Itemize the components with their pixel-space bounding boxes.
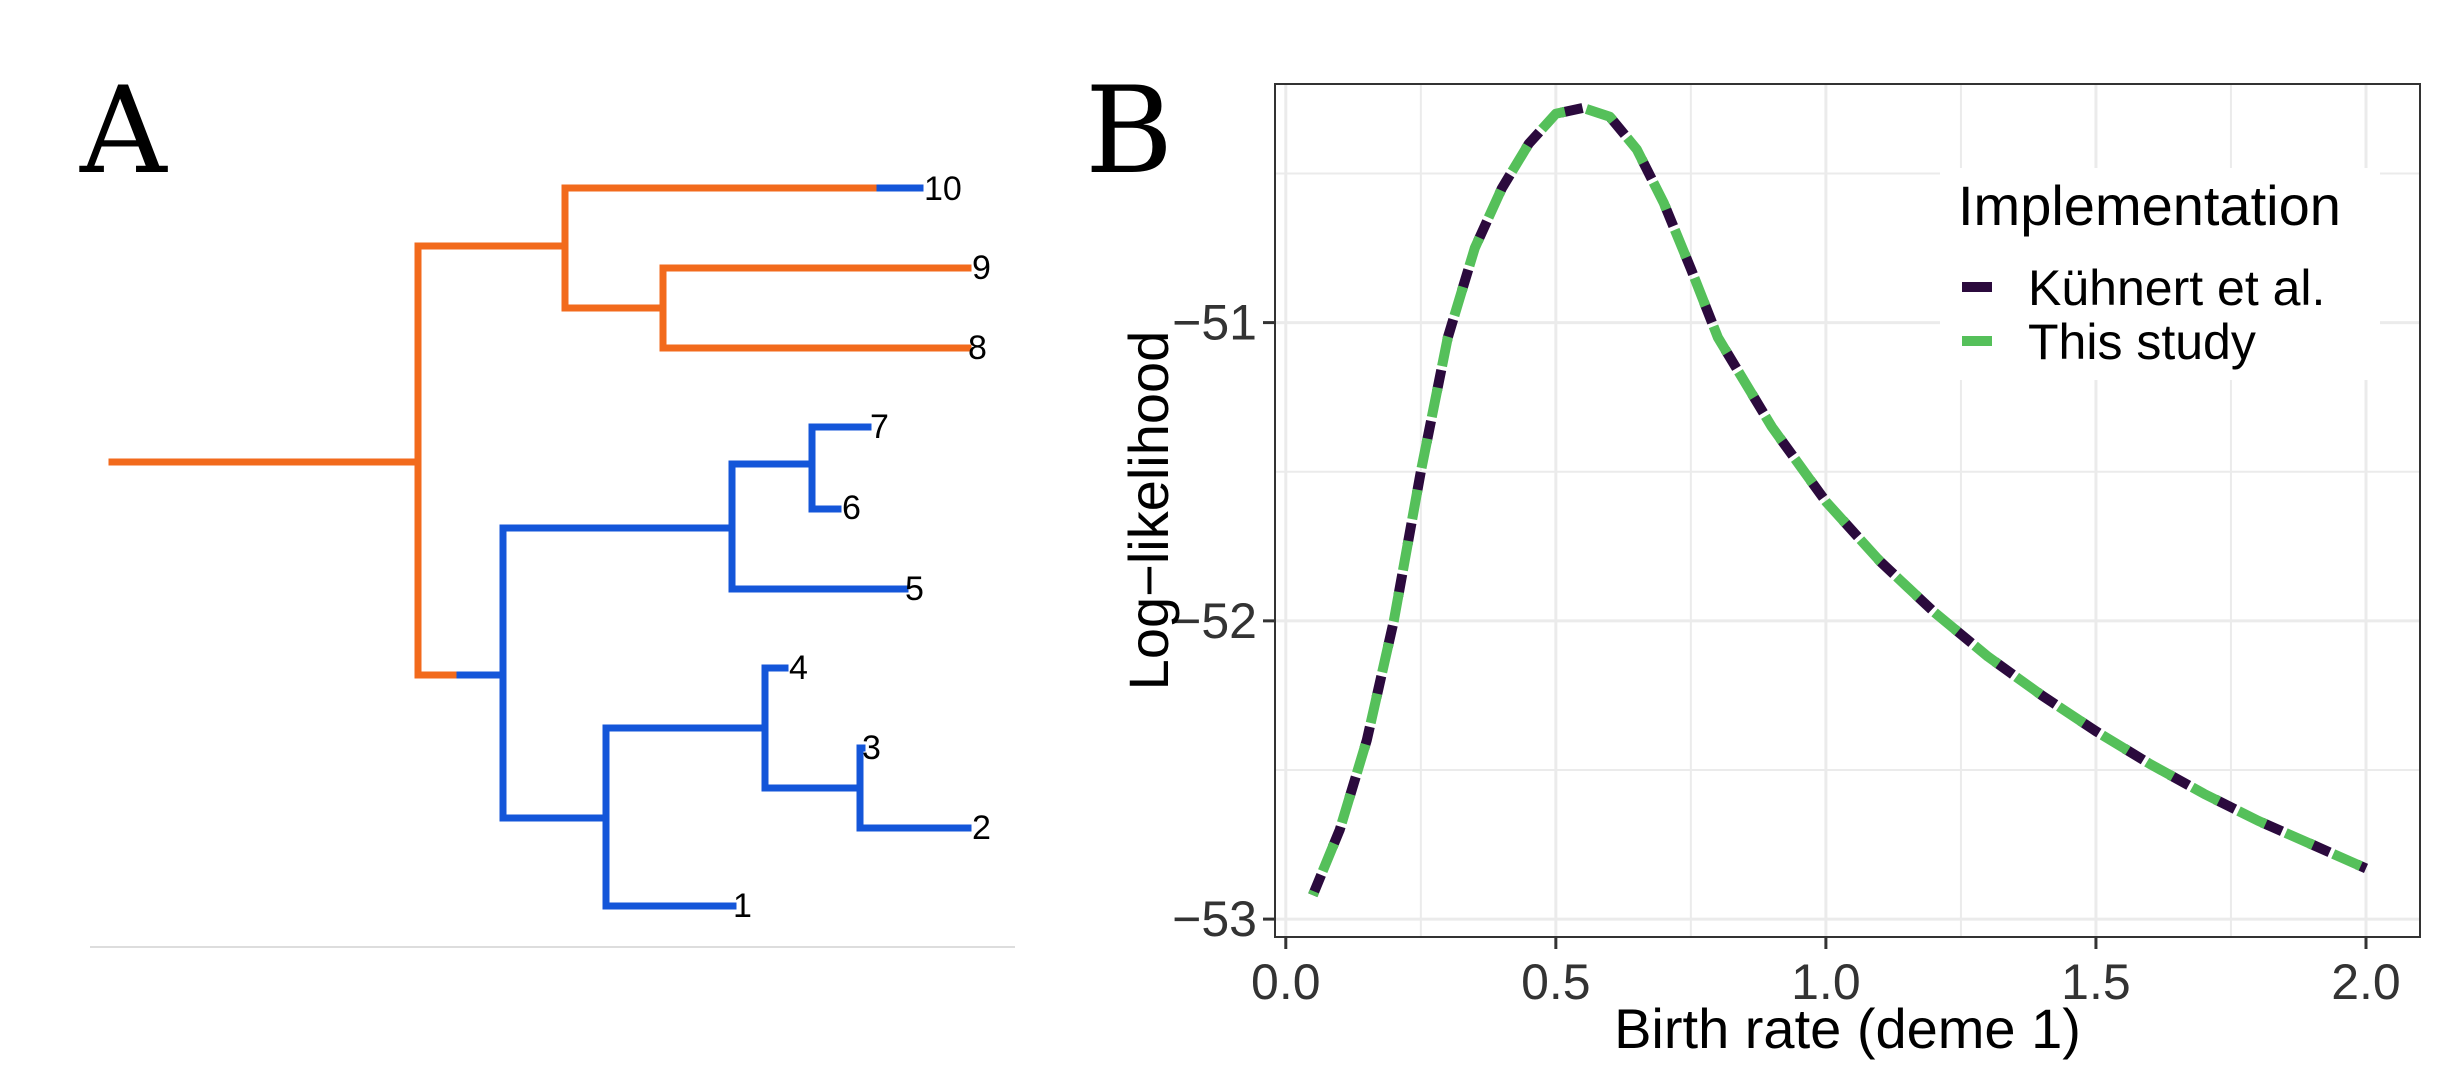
x-tick-label: 0.5 bbox=[1521, 954, 1591, 1010]
tip-label-2: 2 bbox=[972, 809, 991, 847]
x-axis-title: Birth rate (deme 1) bbox=[1614, 997, 2081, 1060]
panel-b-chart: B 0.0 0.5 1.0 1.5 2.0 −53 −52 −51 Birth rate (… bbox=[1085, 62, 2421, 1060]
y-tick-label: −52 bbox=[1172, 593, 1257, 649]
tip-label-4: 4 bbox=[789, 649, 808, 687]
y-axis-ticks: −53 −52 −51 bbox=[1172, 295, 1275, 947]
x-tick-label: 2.0 bbox=[2331, 954, 2401, 1010]
y-tick-label: −51 bbox=[1172, 295, 1257, 351]
legend: Implementation Kühnert et al. This study bbox=[1940, 168, 2380, 380]
x-tick-label: 1.5 bbox=[2061, 954, 2131, 1010]
y-tick-label: −53 bbox=[1172, 891, 1257, 947]
legend-label-this-study: This study bbox=[2028, 314, 2256, 370]
legend-label-kuhnert: Kühnert et al. bbox=[2028, 260, 2325, 316]
panel-b-letter: B bbox=[1085, 62, 1173, 201]
orange-branches bbox=[108, 184, 972, 679]
series-lines bbox=[1308, 102, 2369, 898]
tip-label-8: 8 bbox=[968, 329, 987, 367]
tip-label-10: 10 bbox=[924, 170, 962, 208]
plot-border bbox=[1274, 83, 2421, 938]
tip-label-7: 7 bbox=[870, 408, 889, 446]
x-tick-label: 0.0 bbox=[1251, 954, 1321, 1010]
tip-label-3: 3 bbox=[862, 729, 881, 767]
panel-a-tree: A bbox=[79, 62, 1015, 948]
legend-title: Implementation bbox=[1958, 174, 2341, 237]
tip-label-1: 1 bbox=[733, 887, 752, 925]
x-tick-label: 1.0 bbox=[1791, 954, 1861, 1010]
tip-label-6: 6 bbox=[842, 489, 861, 527]
series-line-this-study bbox=[1308, 102, 2369, 898]
x-axis-ticks: 0.0 0.5 1.0 1.5 2.0 bbox=[1251, 937, 2401, 1010]
panel-a-letter: A bbox=[79, 62, 168, 201]
tip-label-9: 9 bbox=[972, 249, 991, 287]
blue-branches bbox=[456, 184, 972, 910]
legend-background bbox=[1940, 168, 2380, 380]
tip-label-5: 5 bbox=[905, 570, 924, 608]
y-axis-title: Log−likelihood bbox=[1117, 331, 1180, 691]
tip-labels: 10 9 8 7 6 5 4 3 2 1 bbox=[733, 170, 991, 925]
